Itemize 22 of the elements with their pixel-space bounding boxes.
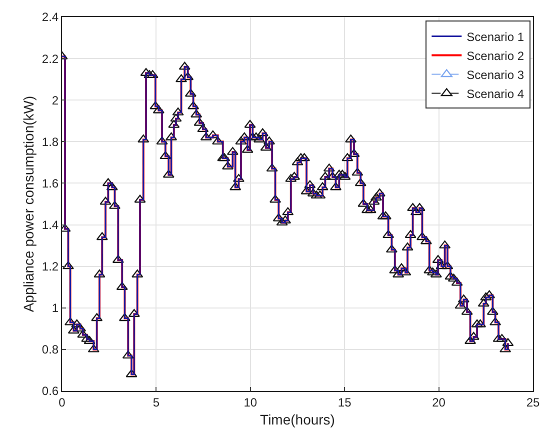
y-axis-title: Appliance power consumption(kW) [20, 96, 37, 312]
y-tick-label: 1 [52, 301, 59, 316]
y-tick-label: 2.4 [42, 10, 59, 24]
y-tick-label: 0.6 [42, 384, 59, 398]
x-tick-label: 0 [58, 395, 66, 410]
legend-label: Scenario 2 [466, 48, 524, 63]
x-tick-label: 25 [526, 395, 540, 410]
x-tick-label: 5 [152, 395, 160, 410]
legend-label: Scenario 3 [466, 68, 524, 82]
y-tick-label: 1.2 [42, 260, 59, 274]
y-tick-label: 1.8 [42, 134, 59, 149]
x-tick-label: 20 [432, 395, 446, 410]
x-axis-title: Time(hours) [260, 412, 335, 428]
y-tick-label: 1.4 [42, 218, 59, 232]
y-tick-label: 2 [52, 93, 59, 108]
y-tick-label: 1.6 [42, 176, 59, 190]
legend-label: Scenario 4 [466, 86, 524, 101]
y-tick-label: 0.8 [42, 342, 59, 357]
y-tick-label: 2.2 [42, 52, 59, 66]
legend-label: Scenario 1 [466, 30, 524, 44]
x-tick-label: 15 [338, 395, 352, 410]
x-tick-label: 10 [244, 395, 258, 410]
